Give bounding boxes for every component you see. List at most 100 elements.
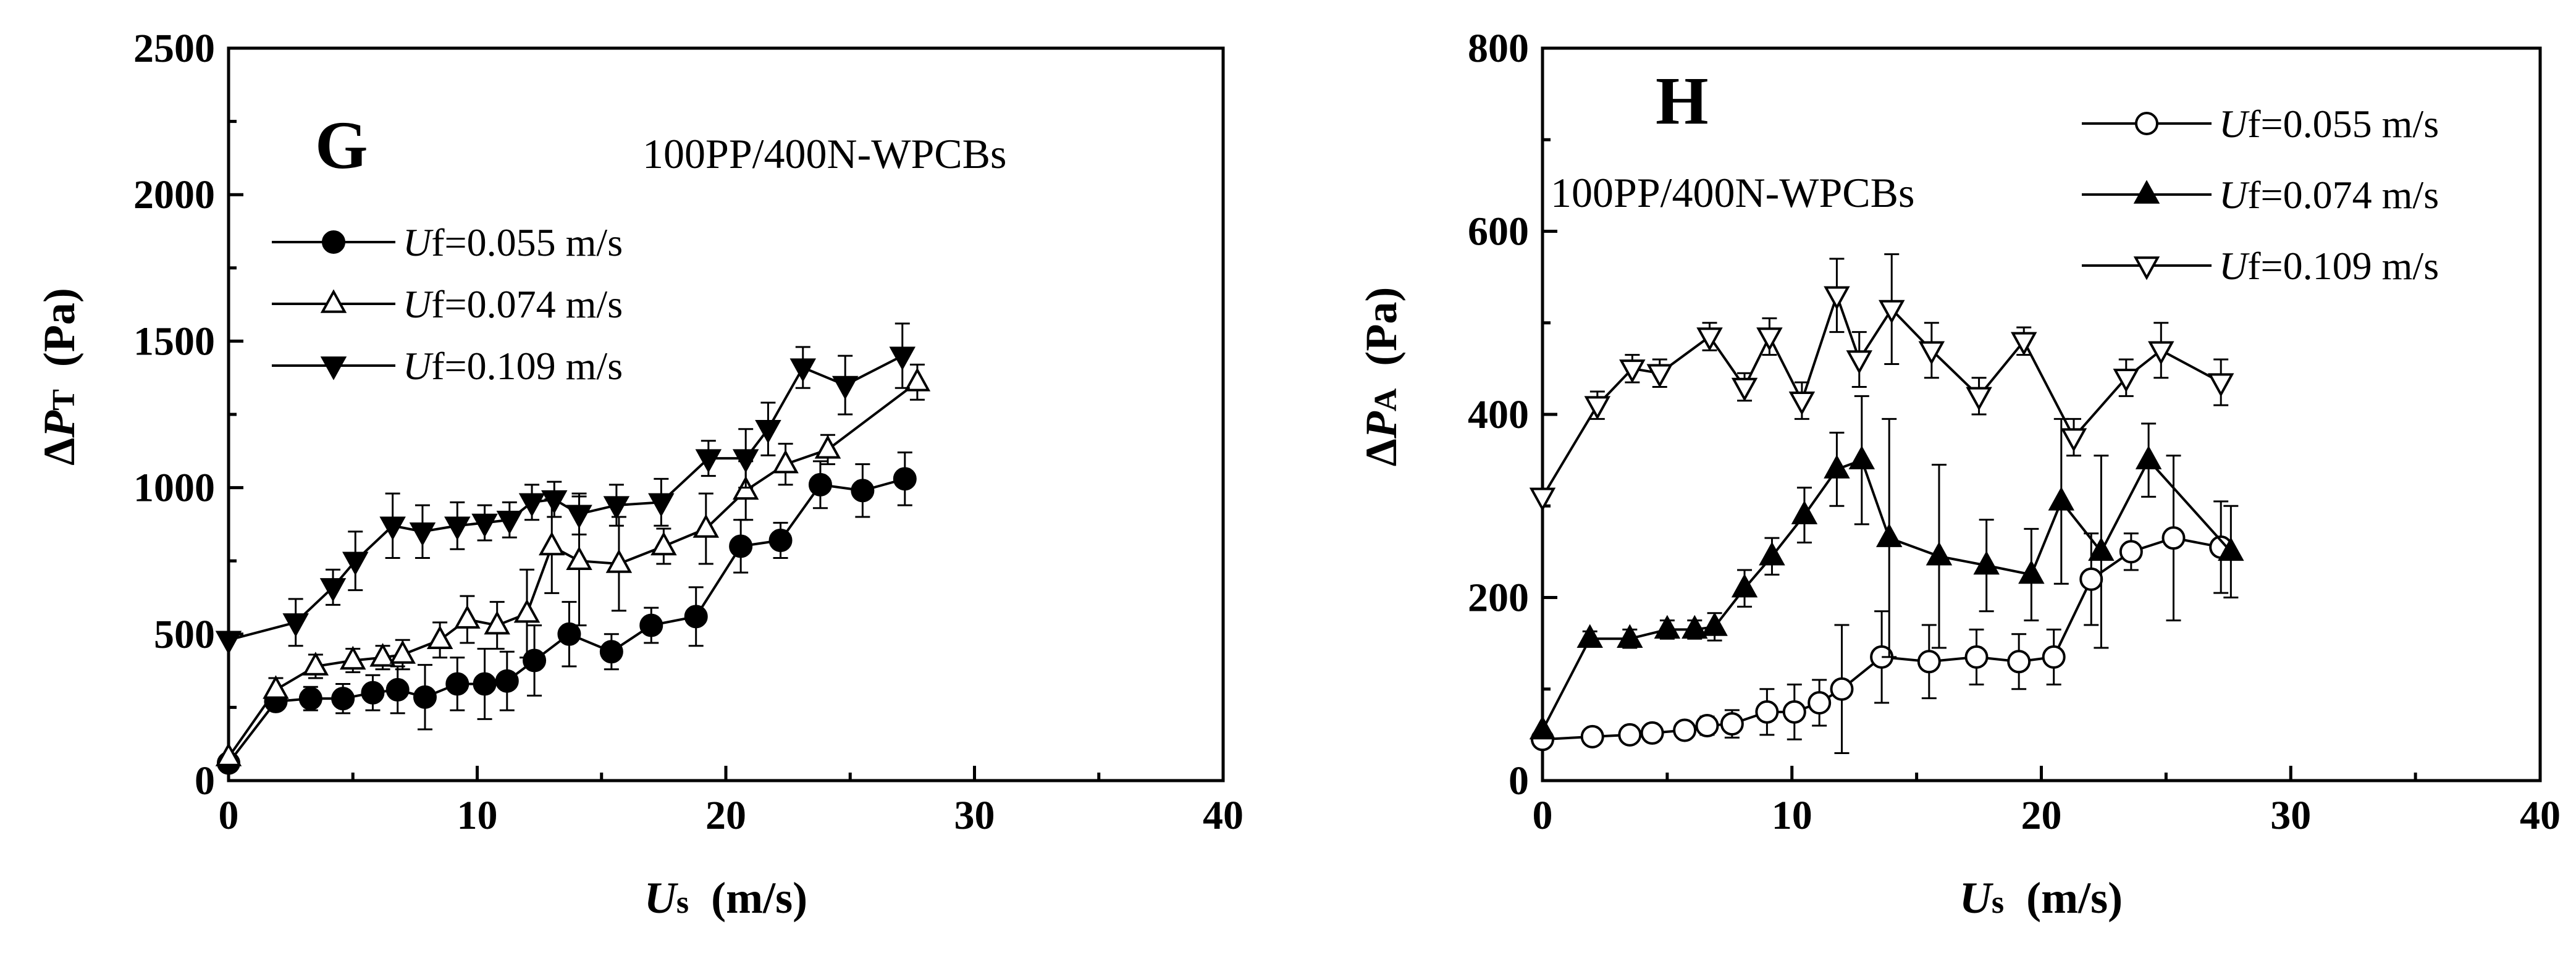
data-point: [1782, 700, 1806, 724]
data-point: [1701, 612, 1728, 636]
data-point: [2148, 341, 2174, 365]
data-point: [695, 449, 722, 473]
data-point: [814, 435, 841, 459]
legend-marker: [2135, 112, 2158, 135]
data-point: [1696, 327, 1723, 351]
data-point: [340, 645, 366, 670]
x-tick-label: 10: [457, 793, 498, 838]
series-2: [1529, 395, 2244, 740]
x-tick-label: 20: [705, 793, 746, 838]
data-point: [1830, 677, 1854, 701]
data-point: [1529, 487, 1556, 512]
data-point: [889, 346, 916, 371]
data-point: [495, 669, 519, 693]
data-point: [729, 534, 753, 558]
data-point: [215, 631, 242, 655]
data-point: [1755, 700, 1779, 724]
data-point: [1973, 550, 2000, 575]
y-tick-label: 1500: [133, 319, 215, 364]
data-point: [1640, 721, 1664, 745]
y-tick-label: 1000: [133, 466, 215, 511]
data-point: [1846, 350, 1873, 374]
data-point: [1576, 624, 1603, 648]
series-2: [215, 363, 931, 766]
data-point: [1756, 327, 1783, 351]
data-point: [2079, 567, 2103, 591]
legend-label: Uf=0.074 m/s: [2219, 173, 2439, 217]
y-tick-label: 2000: [133, 172, 215, 217]
panel-g-legend: Uf=0.055 m/s Uf=0.074 m/s Uf=0.109 m/s: [272, 220, 623, 388]
panel-h-y-axis: 0 200 400 600 800: [1468, 26, 1557, 803]
data-point: [1646, 364, 1673, 388]
data-point: [1966, 387, 1992, 411]
data-point: [789, 358, 817, 382]
data-point: [732, 449, 759, 473]
data-point: [263, 675, 289, 699]
panel-g-x-label: Us (m/s): [644, 873, 807, 923]
data-point: [1584, 396, 1611, 420]
data-point: [755, 419, 781, 444]
data-point: [893, 467, 917, 491]
panel-h-series: [1529, 253, 2244, 755]
data-point: [319, 578, 347, 602]
data-point: [648, 493, 675, 518]
panel-g-y-label: ΔPT (Pa): [35, 288, 84, 466]
y-tick-label: 500: [154, 612, 215, 657]
data-point: [1673, 718, 1697, 742]
data-point: [1695, 714, 1719, 738]
data-point: [1759, 542, 1785, 566]
data-point: [1720, 712, 1744, 736]
data-point: [808, 472, 832, 497]
panel-h-letter: H: [1656, 63, 1709, 138]
data-point: [768, 528, 793, 552]
data-point: [426, 625, 453, 650]
data-point: [473, 672, 497, 696]
x-tick-label: 20: [2021, 793, 2062, 838]
data-point: [454, 605, 481, 629]
panel-g-letter: G: [315, 107, 368, 183]
data-point: [692, 514, 720, 538]
data-point: [389, 640, 416, 664]
data-point: [1964, 645, 1989, 669]
data-point: [342, 551, 369, 576]
data-point: [650, 531, 677, 556]
data-point: [1848, 445, 1875, 469]
legend-marker: [322, 230, 345, 254]
data-point: [2207, 373, 2234, 397]
x-tick-label: 0: [219, 793, 239, 838]
panel-g-y-axis: 0 500 1000 1500 2000 2500: [133, 26, 243, 803]
legend-marker: [320, 289, 347, 313]
panel-h-legend: Uf=0.055 m/s Uf=0.074 m/s Uf=0.109 m/s: [2082, 102, 2439, 288]
data-point: [2218, 537, 2244, 561]
x-tick-label: 40: [2520, 793, 2561, 838]
data-point: [2042, 645, 2066, 669]
data-point: [2010, 332, 2037, 356]
data-point: [2161, 526, 2186, 550]
legend-label: Uf=0.055 m/s: [403, 220, 623, 264]
data-point: [1731, 573, 1758, 598]
data-point: [904, 367, 931, 392]
panel-h: 0 200 400 600 800 0 10 20 30 40 ΔPA (Pa) Us (m/s…: [1357, 26, 2561, 923]
data-point: [1926, 542, 1953, 566]
panel-h-x-axis: 0 10 20 30 40: [1533, 766, 2561, 838]
data-point: [496, 511, 523, 535]
data-point: [1619, 359, 1646, 384]
legend-marker: [2133, 180, 2160, 204]
data-point: [471, 513, 498, 538]
y-tick-label: 2500: [133, 26, 215, 71]
legend-marker: [2133, 256, 2160, 280]
data-point: [302, 652, 329, 676]
data-point: [566, 505, 592, 529]
data-point: [379, 516, 406, 540]
data-point: [851, 479, 875, 503]
data-point: [1791, 500, 1818, 524]
data-point: [1617, 624, 1643, 648]
x-tick-label: 30: [2270, 793, 2311, 838]
y-tick-label: 0: [195, 758, 215, 803]
panel-g-annotation: 100PP/400N-WPCBs: [642, 130, 1006, 177]
data-point: [1731, 377, 1758, 402]
y-tick-label: 800: [1468, 26, 1529, 71]
data-point: [331, 687, 355, 711]
data-point: [2088, 537, 2115, 561]
